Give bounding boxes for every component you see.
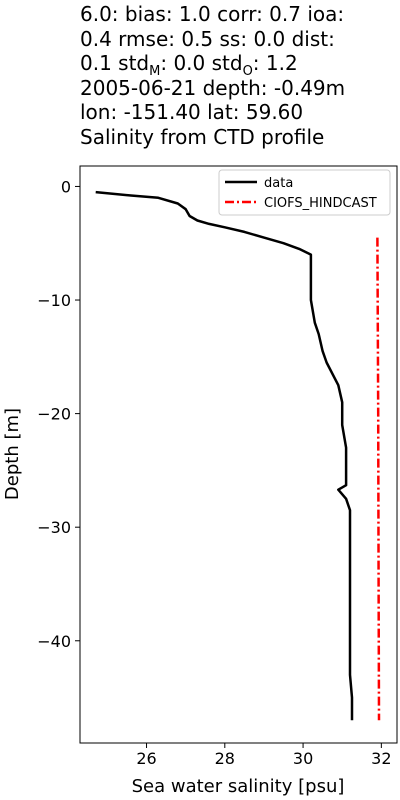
y-tick-label-30: −30: [37, 518, 71, 537]
std-m-subscript: M: [149, 64, 161, 80]
title-line-1: 6.0: bias: 1.0 corr: 0.7 ioa:: [80, 2, 345, 26]
series-line-data: [95, 190, 354, 721]
x-tick-label-32: 32: [371, 749, 391, 768]
y-tick-label-0: 0: [61, 177, 71, 196]
title-line-4: 2005-06-21 depth: -0.49m: [80, 75, 346, 100]
title-line-3-part-b: : 0.0 std: [160, 51, 243, 76]
y-tick-label-20: −20: [37, 405, 71, 424]
legend-label-ciofs-hindcast: CIOFS_HINDCAST: [264, 196, 377, 211]
plot-frame: [79, 165, 398, 744]
series-line-ciofs-hindcast: [376, 237, 381, 721]
title-line-5: lon: -151.40 lat: 59.60: [80, 100, 304, 125]
x-tick-label-28: 28: [215, 749, 235, 768]
x-tick-label-26: 26: [136, 749, 156, 768]
title-line-2: 0.4 rmse: 0.5 ss: 0.0 dist:: [80, 26, 335, 51]
x-axis-label: Sea water salinity [psu]: [132, 776, 345, 797]
chart-title: 6.0: bias: 1.0 corr: 0.7 ioa: 0.4 rmse: …: [80, 2, 400, 150]
series-layer: [95, 190, 381, 721]
y-tick-label-10: −10: [37, 291, 71, 310]
y-tick-label-40: −40: [37, 632, 71, 651]
std-o-subscript: O: [242, 64, 253, 80]
title-line-3-part-c: : 1.2: [252, 51, 298, 76]
y-axis-label: Depth [m]: [2, 408, 23, 500]
ticks-layer: 26 28 30 32 0 −10 −20 −30 −40: [37, 177, 391, 768]
legend-label-data: data: [264, 176, 293, 191]
legend: data CIOFS_HINDCAST: [218, 169, 391, 216]
x-tick-label-30: 30: [293, 749, 313, 768]
legend-box: [218, 169, 391, 216]
title-line-6: Salinity from CTD profile: [80, 124, 325, 149]
title-line-3-part-a: 0.1 std: [80, 51, 150, 76]
title-line-3: 0.1 stdM: 0.0 stdO: 1.2: [80, 51, 400, 80]
